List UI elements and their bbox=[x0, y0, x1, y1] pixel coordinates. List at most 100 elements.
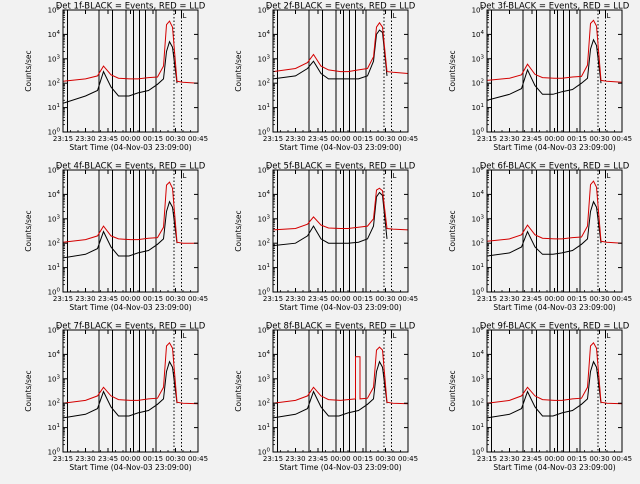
y-axis-label: Counts/sec bbox=[234, 210, 243, 251]
series-events bbox=[487, 38, 602, 106]
plot-frame bbox=[486, 329, 623, 453]
y-axis-label: Counts/sec bbox=[448, 370, 457, 411]
panel-title: Det 7f-BLACK = Events, RED = LLD bbox=[56, 322, 206, 332]
x-tick-label: 23:15 bbox=[477, 455, 497, 463]
y-tick-label: 100 bbox=[258, 128, 271, 137]
y-tick-label: 103 bbox=[258, 374, 271, 383]
x-tick-label: 00:45 bbox=[188, 295, 208, 303]
x-tick-label: 23:15 bbox=[53, 135, 73, 143]
x-tick-label: 00:15 bbox=[353, 455, 373, 463]
x-tick-label: 23:30 bbox=[499, 135, 519, 143]
x-tick-label: 00:15 bbox=[143, 455, 163, 463]
x-tick-label: 23:15 bbox=[477, 135, 497, 143]
y-axis-label: Counts/sec bbox=[24, 370, 33, 411]
x-tick-label: 00:30 bbox=[589, 135, 609, 143]
y-axis-label: Counts/sec bbox=[448, 210, 457, 251]
x-tick-label: 00:45 bbox=[398, 455, 418, 463]
series-lld bbox=[487, 19, 622, 83]
y-tick-label: 105 bbox=[472, 6, 485, 15]
x-tick-label: 23:45 bbox=[308, 455, 328, 463]
y-tick-label: 100 bbox=[48, 288, 61, 297]
x-tick-label: 00:30 bbox=[375, 455, 395, 463]
x-tick-label: 23:30 bbox=[75, 295, 95, 303]
x-axis-label: Start Time (04-Nov-03 23:09:00) bbox=[69, 463, 191, 472]
x-tick-label: 00:15 bbox=[143, 295, 163, 303]
x-tick-label: 00:00 bbox=[120, 295, 140, 303]
y-tick-label: 102 bbox=[48, 79, 60, 88]
y-tick-label: 104 bbox=[48, 30, 61, 39]
series-events bbox=[63, 200, 178, 259]
plot-frame bbox=[62, 9, 199, 133]
plot-frame bbox=[272, 169, 409, 293]
flag-label: L bbox=[607, 172, 611, 180]
flag-label: L bbox=[183, 332, 187, 340]
y-tick-label: 101 bbox=[258, 423, 270, 432]
y-axis-label: Counts/sec bbox=[24, 50, 33, 91]
x-tick-label: 00:45 bbox=[188, 135, 208, 143]
y-tick-label: 103 bbox=[258, 54, 271, 63]
y-tick-label: 105 bbox=[48, 166, 61, 175]
y-tick-label: 102 bbox=[258, 399, 270, 408]
x-tick-label: 00:15 bbox=[353, 295, 373, 303]
x-tick-label: 23:45 bbox=[308, 135, 328, 143]
y-tick-label: 102 bbox=[48, 399, 60, 408]
panel-title: Det 9f-BLACK = Events, RED = LLD bbox=[480, 322, 630, 332]
x-tick-label: 00:00 bbox=[330, 455, 350, 463]
x-tick-label: 00:30 bbox=[375, 135, 395, 143]
x-tick-label: 23:15 bbox=[53, 455, 73, 463]
x-tick-label: 23:45 bbox=[522, 135, 542, 143]
panel-title: Det 2f-BLACK = Events, RED = LLD bbox=[266, 2, 416, 12]
x-tick-label: 00:30 bbox=[589, 455, 609, 463]
y-tick-label: 101 bbox=[48, 423, 60, 432]
y-tick-label: 100 bbox=[472, 128, 485, 137]
y-tick-label: 105 bbox=[258, 326, 271, 335]
series-lld bbox=[487, 341, 622, 405]
series-lld bbox=[63, 341, 198, 405]
series-lld bbox=[487, 180, 622, 244]
x-tick-label: 23:15 bbox=[263, 135, 283, 143]
x-tick-label: 00:45 bbox=[398, 135, 418, 143]
y-tick-label: 105 bbox=[258, 6, 271, 15]
flag-label: L bbox=[607, 12, 611, 20]
x-tick-label: 00:00 bbox=[330, 135, 350, 143]
y-tick-label: 105 bbox=[258, 166, 271, 175]
y-tick-label: 105 bbox=[48, 326, 61, 335]
y-tick-label: 100 bbox=[258, 448, 271, 457]
panel-title: Det 8f-BLACK = Events, RED = LLD bbox=[266, 322, 416, 332]
y-axis-label: Counts/sec bbox=[24, 210, 33, 251]
y-tick-label: 100 bbox=[258, 288, 271, 297]
series-events bbox=[487, 200, 602, 257]
x-tick-label: 00:00 bbox=[330, 295, 350, 303]
series-lld bbox=[273, 346, 408, 405]
series-events bbox=[273, 360, 388, 419]
x-tick-label: 23:30 bbox=[285, 455, 305, 463]
x-tick-label: 23:30 bbox=[499, 295, 519, 303]
y-tick-label: 100 bbox=[48, 128, 61, 137]
y-axis-label: Counts/sec bbox=[448, 50, 457, 91]
y-tick-label: 103 bbox=[48, 374, 61, 383]
y-tick-label: 100 bbox=[48, 448, 61, 457]
x-tick-label: 00:15 bbox=[143, 135, 163, 143]
series-lld bbox=[273, 21, 408, 74]
x-tick-label: 00:00 bbox=[120, 455, 140, 463]
plot-frame bbox=[486, 169, 623, 293]
x-tick-label: 23:15 bbox=[263, 455, 283, 463]
x-tick-label: 23:45 bbox=[98, 295, 118, 303]
x-tick-label: 23:45 bbox=[308, 295, 328, 303]
x-tick-label: 23:15 bbox=[477, 295, 497, 303]
y-axis-label: Counts/sec bbox=[234, 370, 243, 411]
flag-label: L bbox=[393, 172, 397, 180]
y-tick-label: 102 bbox=[48, 239, 60, 248]
y-tick-label: 100 bbox=[472, 288, 485, 297]
panel-title: Det 4f-BLACK = Events, RED = LLD bbox=[56, 162, 206, 172]
flag-label: L bbox=[183, 12, 187, 20]
y-tick-label: 105 bbox=[472, 326, 485, 335]
y-tick-label: 101 bbox=[472, 263, 484, 272]
flag-label: L bbox=[183, 172, 187, 180]
plot-frame bbox=[272, 9, 409, 133]
x-tick-label: 00:15 bbox=[567, 135, 587, 143]
